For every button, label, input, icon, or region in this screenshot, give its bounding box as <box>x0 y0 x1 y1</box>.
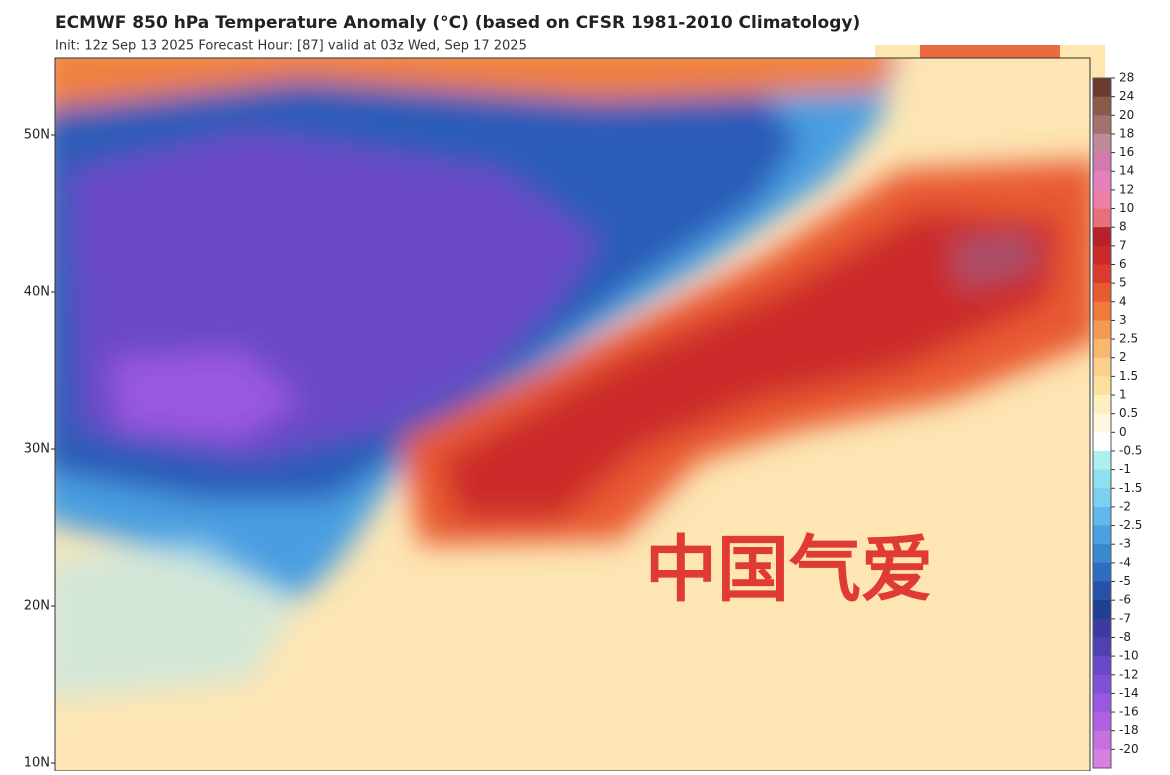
colorbar-label: 18 <box>1119 126 1134 140</box>
colorbar-label: 8 <box>1119 220 1127 234</box>
colorbar-label: -1 <box>1119 462 1131 476</box>
colorbar-swatch <box>1093 115 1111 135</box>
colorbar-label: -1.5 <box>1119 481 1142 495</box>
subtitle: Init: 12z Sep 13 2025 Forecast Hour: [87… <box>55 39 527 54</box>
colorbar-label: -2.5 <box>1119 518 1142 532</box>
colorbar-label: -16 <box>1119 705 1139 719</box>
warm-north <box>55 58 893 109</box>
colorbar-label: -4 <box>1119 555 1131 569</box>
colorbar-swatch <box>1093 227 1111 247</box>
anomaly-field <box>55 58 1090 699</box>
colorbar-swatch <box>1093 245 1111 265</box>
colorbar-label: -5 <box>1119 574 1131 588</box>
colorbar-swatch <box>1093 730 1111 750</box>
colorbar-swatch <box>1093 693 1111 713</box>
colorbar-label: 7 <box>1119 238 1127 252</box>
colorbar-swatch <box>1093 581 1111 601</box>
colorbar-swatch <box>1093 171 1111 191</box>
colorbar-swatch <box>1093 600 1111 620</box>
colorbar-swatch <box>1093 413 1111 433</box>
colorbar-label: -12 <box>1119 667 1139 681</box>
colorbar-label: 2 <box>1119 350 1127 364</box>
colorbar-swatch <box>1093 357 1111 377</box>
watermark: 中国气爱 <box>645 528 933 612</box>
colorbar-swatch <box>1093 320 1111 340</box>
colorbar-swatch <box>1093 96 1111 116</box>
colorbar-label: 24 <box>1119 89 1134 103</box>
colorbar-swatch <box>1093 637 1111 657</box>
colorbar-swatch <box>1093 432 1111 452</box>
colorbar-label: 1 <box>1119 388 1127 402</box>
warm-peak <box>950 230 1040 290</box>
colorbar-swatch <box>1093 283 1111 303</box>
title: ECMWF 850 hPa Temperature Anomaly (°C) (… <box>55 13 860 33</box>
colorbar-swatch <box>1093 78 1111 98</box>
colorbar-swatch <box>1093 301 1111 321</box>
colorbar-swatch <box>1093 562 1111 583</box>
cool-southwest <box>55 540 300 699</box>
colorbar-swatch <box>1093 488 1111 508</box>
colorbar-swatch <box>1093 208 1111 228</box>
colorbar-label: -3 <box>1119 537 1131 551</box>
cold-peak <box>110 350 300 440</box>
colorbar-swatch <box>1093 749 1111 769</box>
lat-label: 40N <box>24 285 50 300</box>
map-area <box>55 58 1090 771</box>
colorbar-frame <box>1092 77 1112 769</box>
colorbar-swatch <box>1093 133 1111 154</box>
colorbar-label: 2.5 <box>1119 332 1138 346</box>
warm-core <box>440 210 1060 520</box>
colorbar-label: -18 <box>1119 723 1139 737</box>
colorbar-swatch <box>1093 674 1111 694</box>
colorbar-swatch <box>1093 339 1111 359</box>
colorbar-label: 6 <box>1119 257 1127 271</box>
colorbar-label: -8 <box>1119 630 1131 644</box>
colorbar-label: -10 <box>1119 649 1139 663</box>
colorbar-swatch <box>1093 656 1111 676</box>
colorbar-label: 5 <box>1119 276 1127 290</box>
colorbar-label: 0.5 <box>1119 406 1138 420</box>
colorbar-swatch <box>1093 395 1111 415</box>
colorbar-label: 28 <box>1119 71 1134 85</box>
colorbar-swatch <box>1093 376 1111 396</box>
colorbar-label: 1.5 <box>1119 369 1138 383</box>
lat-label: 10N <box>24 756 50 771</box>
colorbar-label: -2 <box>1119 499 1131 513</box>
colorbar-label: 14 <box>1119 164 1134 178</box>
colorbar-label: 0 <box>1119 425 1127 439</box>
colorbar-swatch <box>1093 189 1111 210</box>
colorbar-label: 20 <box>1119 108 1134 122</box>
colorbar-label: 12 <box>1119 182 1134 196</box>
colorbar-swatch <box>1093 544 1111 564</box>
colorbar-label: 10 <box>1119 201 1134 215</box>
colorbar-label: -14 <box>1119 686 1139 700</box>
colorbar-label: 16 <box>1119 145 1134 159</box>
colorbar-label: 4 <box>1119 294 1127 308</box>
colorbar-swatch <box>1093 152 1111 172</box>
colorbar-swatch <box>1093 712 1111 732</box>
colorbar-swatch <box>1093 264 1111 284</box>
lat-label: 30N <box>24 442 50 457</box>
colorbar-label: -0.5 <box>1119 443 1142 457</box>
lat-label: 50N <box>24 128 50 143</box>
colorbar-label: 3 <box>1119 313 1127 327</box>
colorbar-swatch <box>1093 525 1111 545</box>
colorbar-label: -20 <box>1119 742 1139 756</box>
lat-label: 20N <box>24 599 50 614</box>
colorbar-swatch <box>1093 469 1111 489</box>
colorbar-swatch <box>1093 618 1111 638</box>
colorbar-label: -6 <box>1119 593 1131 607</box>
colorbar-swatch <box>1093 450 1111 471</box>
colorbar-label: -7 <box>1119 611 1131 625</box>
colorbar-swatch <box>1093 506 1111 527</box>
